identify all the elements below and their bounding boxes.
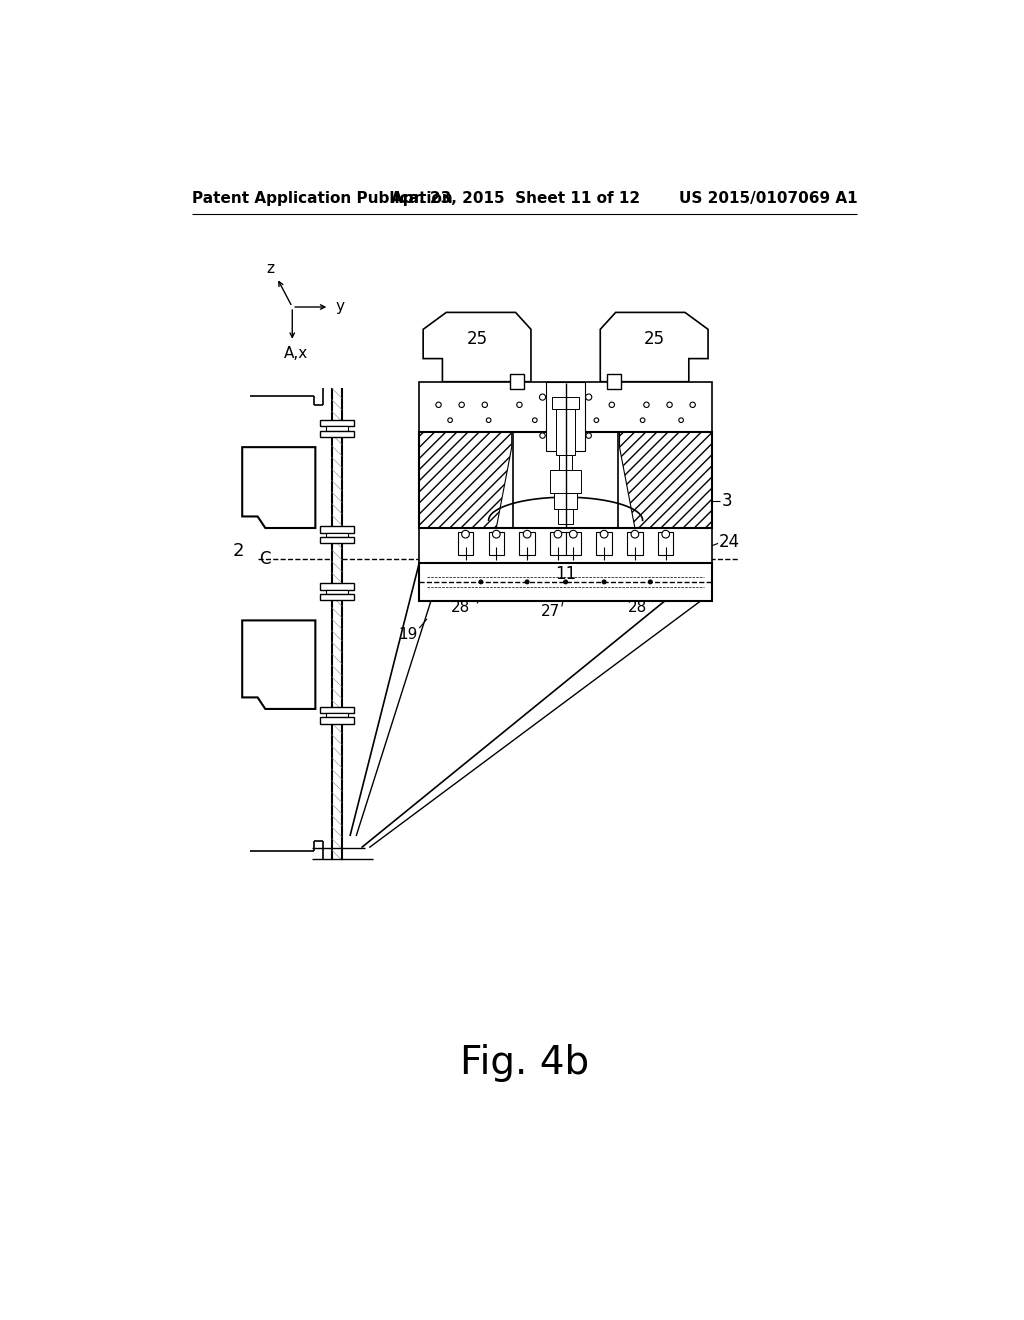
Circle shape <box>517 403 522 408</box>
Circle shape <box>631 531 639 539</box>
Bar <box>488 532 504 554</box>
Polygon shape <box>600 313 708 381</box>
Circle shape <box>594 418 599 422</box>
Bar <box>326 426 348 430</box>
Text: z: z <box>266 261 274 276</box>
Text: 2: 2 <box>233 543 245 560</box>
Text: 28: 28 <box>628 599 647 615</box>
Polygon shape <box>423 313 531 381</box>
Circle shape <box>648 579 652 583</box>
Circle shape <box>667 403 672 408</box>
Bar <box>319 527 354 533</box>
Bar <box>319 420 354 426</box>
Circle shape <box>602 579 606 583</box>
Circle shape <box>679 418 683 422</box>
Text: 25: 25 <box>644 330 665 348</box>
Bar <box>419 381 712 432</box>
Circle shape <box>586 395 592 400</box>
Bar <box>519 532 535 554</box>
Circle shape <box>609 403 614 408</box>
Circle shape <box>548 403 553 408</box>
Bar <box>326 713 348 718</box>
Bar <box>565 532 581 554</box>
Polygon shape <box>243 620 315 709</box>
Text: y: y <box>336 298 344 314</box>
Circle shape <box>586 433 592 438</box>
Circle shape <box>569 531 578 539</box>
Bar <box>319 718 354 723</box>
Text: 25: 25 <box>467 330 487 348</box>
Circle shape <box>540 395 546 400</box>
Bar <box>419 432 712 528</box>
Text: 3: 3 <box>722 492 732 510</box>
Circle shape <box>436 403 441 408</box>
Text: 28: 28 <box>451 599 470 615</box>
Circle shape <box>486 418 490 422</box>
Bar <box>319 583 354 590</box>
Bar <box>319 432 354 437</box>
Text: A,x: A,x <box>284 346 308 360</box>
Text: 11: 11 <box>555 565 577 583</box>
Bar <box>419 562 712 601</box>
Circle shape <box>525 579 529 583</box>
Circle shape <box>563 579 567 583</box>
Bar <box>326 532 348 537</box>
Circle shape <box>459 403 464 408</box>
Bar <box>658 532 674 554</box>
Bar <box>326 590 348 594</box>
Bar <box>559 455 571 470</box>
Circle shape <box>523 531 531 539</box>
Circle shape <box>644 403 649 408</box>
Bar <box>319 706 354 713</box>
Text: C: C <box>259 550 271 568</box>
Circle shape <box>690 403 695 408</box>
Bar <box>554 494 578 508</box>
Bar <box>558 508 573 524</box>
Bar <box>319 594 354 601</box>
Text: US 2015/0107069 A1: US 2015/0107069 A1 <box>679 191 857 206</box>
Circle shape <box>447 418 453 422</box>
Bar <box>319 537 354 544</box>
Bar <box>550 532 565 554</box>
Circle shape <box>554 531 562 539</box>
Text: Patent Application Publication: Patent Application Publication <box>193 191 453 206</box>
Text: Fig. 4b: Fig. 4b <box>460 1044 590 1082</box>
Bar <box>556 409 574 455</box>
Text: 27: 27 <box>541 603 560 619</box>
Text: Apr. 23, 2015  Sheet 11 of 12: Apr. 23, 2015 Sheet 11 of 12 <box>391 191 640 206</box>
Polygon shape <box>620 432 712 528</box>
Circle shape <box>640 418 645 422</box>
Polygon shape <box>419 432 512 528</box>
Polygon shape <box>243 447 315 528</box>
Bar <box>458 532 473 554</box>
Circle shape <box>532 418 538 422</box>
Bar <box>547 381 585 451</box>
Bar <box>419 528 712 562</box>
Circle shape <box>540 433 545 438</box>
Circle shape <box>662 531 670 539</box>
Circle shape <box>493 531 500 539</box>
Circle shape <box>479 579 483 583</box>
Text: 24: 24 <box>719 533 740 550</box>
Bar <box>607 374 621 389</box>
Circle shape <box>462 531 469 539</box>
Bar <box>550 470 581 494</box>
Bar <box>628 532 643 554</box>
Circle shape <box>579 403 584 408</box>
Bar <box>552 397 580 409</box>
Circle shape <box>600 531 608 539</box>
Text: 19: 19 <box>398 627 418 642</box>
Bar <box>513 432 617 528</box>
Bar <box>596 532 611 554</box>
Circle shape <box>482 403 487 408</box>
Bar <box>510 374 524 389</box>
